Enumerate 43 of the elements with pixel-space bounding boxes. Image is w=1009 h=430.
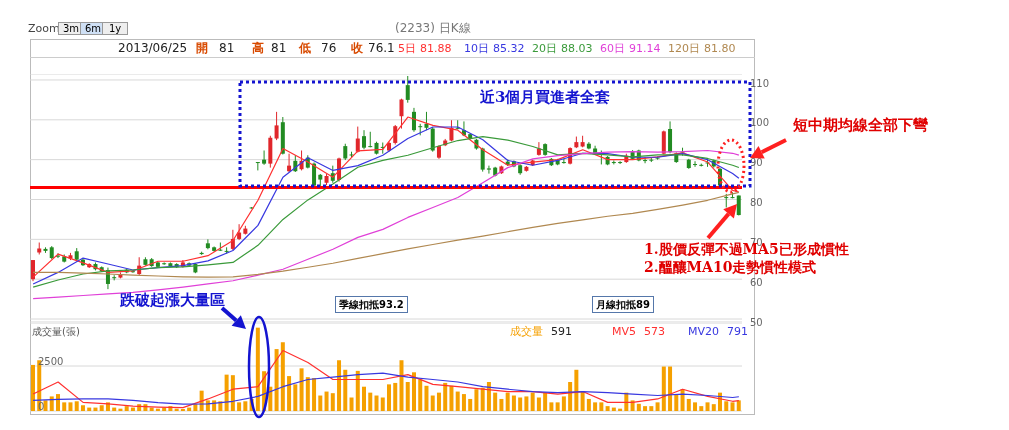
text: 1y [102,22,129,35]
text: 120日 [668,42,700,55]
text: 85.32 [493,42,525,55]
y-tick-label: 110 [750,77,770,89]
text: 76.1 [368,41,395,56]
text: 2013/06/25 [118,41,188,56]
annotation: 2.醞釀MA10走勢慣性模式 [644,259,817,276]
text: 5日 [398,42,416,55]
y-tick-label: 50 [750,316,763,328]
text: 3m [58,22,85,35]
annotation: 季線扣抵93.2 [335,296,408,313]
text: 開 [196,41,208,56]
text: 76 [321,41,337,56]
annotation: 591 [551,325,572,338]
annotation: 月線扣抵89 [592,296,654,313]
y-tick-label: 90 [750,157,763,169]
annotation: 近3個月買進者全套 [480,88,611,106]
text: 低 [299,41,311,56]
text: 91.14 [629,42,661,55]
text: 高 [252,41,264,56]
annotation: 跌破起漲大量區 [120,291,225,309]
text: 60日 [600,42,625,55]
y-tick-label: 60 [750,276,763,288]
annotation: 791 [727,325,749,338]
text: MV5 [612,325,637,338]
y-axis-title: 成交量(張) [32,326,80,337]
text: 短中期均線全部下彎 [793,116,928,134]
text: 6m [80,22,107,35]
annotation: 573 [644,325,666,338]
y-tick-label: 100 [750,117,770,129]
text: 88.03 [561,42,593,55]
text: 收 [351,41,363,56]
y-tick-label: 2500 [38,355,64,367]
chart-title: (2233) 日K線 [395,21,471,36]
text: 成交量 [510,325,543,338]
text: 81.88 [420,42,452,55]
text: 20日 [532,42,557,55]
text: 81 [219,41,235,56]
text: 10日 [464,42,489,55]
text: 81 [271,41,287,56]
text: 81.80 [704,42,736,55]
y-tick-label: 80 [750,197,763,209]
text: MV20 [688,325,720,338]
